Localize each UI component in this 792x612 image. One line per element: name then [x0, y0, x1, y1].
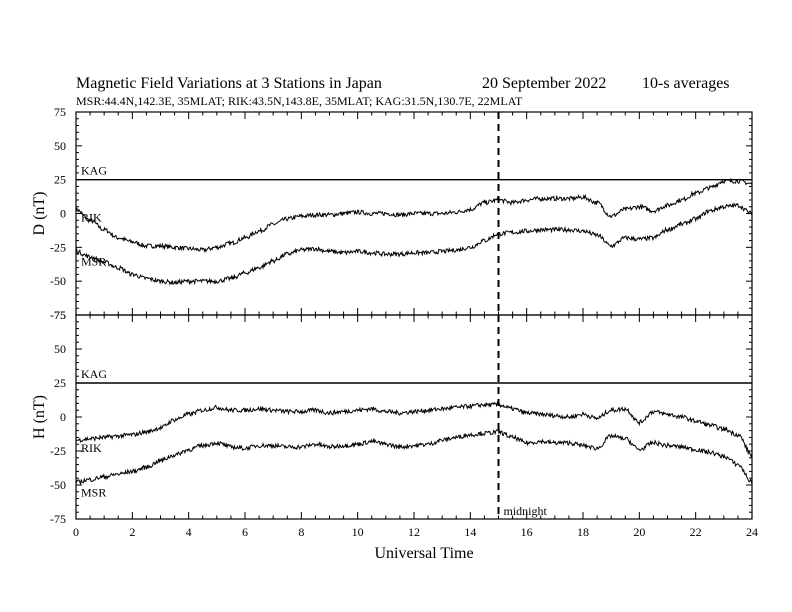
x-tick-label: 12	[408, 525, 420, 539]
y-tick-label: 75	[54, 105, 66, 119]
series-label-kag: KAG	[81, 164, 107, 178]
panel-d: 75 50 25 0 -25 -50 -75 D (nT) KAG RIK MSR	[31, 105, 753, 322]
y-axis-label: H (nT)	[31, 395, 48, 439]
x-tick-label: 18	[577, 525, 589, 539]
midnight-label: midnight	[504, 504, 548, 518]
x-axis-label: Universal Time	[374, 545, 473, 562]
y-tick-label: 75	[54, 308, 66, 322]
y-tick-label: -75	[50, 308, 66, 322]
y-tick-label: 25	[54, 376, 66, 390]
series-label-rik: RIK	[81, 441, 102, 455]
y-tick-label: 0	[60, 410, 66, 424]
series-line-rik	[75, 400, 753, 459]
series-label-kag: KAG	[81, 367, 107, 381]
x-tick-label: 22	[690, 525, 702, 539]
x-tick-label: 14	[464, 525, 476, 539]
y-tick-label: -25	[50, 444, 66, 458]
series-line-rik	[75, 177, 753, 253]
y-tick-label: 0	[60, 207, 66, 221]
series-line-msr	[75, 202, 753, 286]
y-tick-label: 50	[54, 139, 66, 153]
x-tick-label: 20	[633, 525, 645, 539]
y-tick-label: 25	[54, 173, 66, 187]
x-tick-label: 24	[746, 525, 758, 539]
y-tick-label: -25	[50, 240, 66, 254]
x-tick-label: 8	[298, 525, 304, 539]
series-line-msr	[75, 429, 753, 486]
chart-title: Magnetic Field Variations at 3 Stations …	[76, 75, 382, 92]
station-coordinates: MSR:44.4N,142.3E, 35MLAT; RIK:43.5N,143.…	[76, 94, 523, 108]
series-label-rik: RIK	[81, 210, 102, 224]
chart-date: 20 September 2022	[482, 75, 606, 92]
plot-frame	[75, 314, 753, 520]
x-tick-label: 16	[521, 525, 533, 539]
plot-panels: 75 50 25 0 -25 -50 -75 D (nT) KAG RIK MSR 75 50 25 0 -2…	[31, 105, 758, 539]
chart-averaging: 10-s averages	[642, 75, 730, 92]
y-tick-label: -75	[50, 512, 66, 526]
y-tick-label: -50	[50, 274, 66, 288]
x-tick-label: 6	[242, 525, 248, 539]
series-label-msr: MSR	[81, 485, 106, 499]
y-tick-label: 50	[54, 342, 66, 356]
series-label-msr: MSR	[81, 254, 106, 268]
x-tick-label: 10	[352, 525, 364, 539]
x-tick-label: 0	[73, 525, 79, 539]
x-tick-label: 2	[129, 525, 135, 539]
x-tick-label: 4	[186, 525, 192, 539]
y-tick-label: -50	[50, 478, 66, 492]
y-axis-label: D (nT)	[31, 192, 48, 236]
